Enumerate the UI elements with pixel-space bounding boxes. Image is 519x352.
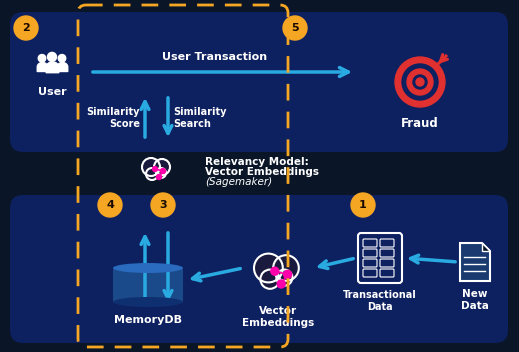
Text: 2: 2: [22, 23, 30, 33]
Circle shape: [283, 16, 307, 40]
Circle shape: [277, 270, 292, 285]
Text: Similarity
Score: Similarity Score: [87, 107, 140, 129]
FancyBboxPatch shape: [358, 233, 402, 283]
Text: 4: 4: [106, 200, 114, 210]
Circle shape: [277, 280, 285, 288]
Circle shape: [156, 168, 166, 178]
FancyBboxPatch shape: [10, 12, 508, 152]
Circle shape: [151, 193, 175, 217]
FancyBboxPatch shape: [113, 268, 183, 303]
Text: (Sagemaker): (Sagemaker): [205, 177, 272, 187]
Circle shape: [48, 52, 57, 61]
Text: MemoryDB: MemoryDB: [114, 315, 182, 325]
Circle shape: [14, 16, 38, 40]
Text: Relevancy Model:: Relevancy Model:: [205, 157, 309, 167]
Circle shape: [146, 168, 158, 180]
Circle shape: [157, 175, 161, 180]
Circle shape: [351, 193, 375, 217]
Polygon shape: [460, 243, 490, 281]
Circle shape: [154, 159, 170, 175]
Circle shape: [402, 64, 438, 100]
Polygon shape: [482, 243, 490, 251]
Circle shape: [271, 267, 279, 275]
Ellipse shape: [113, 263, 183, 273]
Circle shape: [160, 169, 166, 174]
Circle shape: [413, 75, 427, 89]
Text: Vector Embeddings: Vector Embeddings: [205, 167, 319, 177]
Circle shape: [153, 166, 157, 171]
Circle shape: [142, 158, 160, 176]
Text: Transactional
Data: Transactional Data: [343, 290, 417, 312]
Circle shape: [98, 193, 122, 217]
Circle shape: [283, 270, 292, 278]
Circle shape: [407, 69, 433, 95]
Circle shape: [254, 253, 283, 282]
Text: Fraud: Fraud: [401, 117, 439, 130]
Circle shape: [416, 78, 424, 86]
Text: 1: 1: [359, 200, 367, 210]
Text: 5: 5: [291, 23, 299, 33]
Circle shape: [58, 55, 66, 62]
Circle shape: [395, 57, 445, 107]
Circle shape: [261, 270, 280, 289]
Text: Similarity
Search: Similarity Search: [173, 107, 226, 129]
Ellipse shape: [113, 297, 183, 307]
Text: 3: 3: [159, 200, 167, 210]
Text: User: User: [38, 87, 66, 97]
Text: New
Data: New Data: [461, 289, 489, 310]
FancyBboxPatch shape: [10, 195, 508, 343]
Circle shape: [273, 255, 299, 281]
Text: Vector
Embeddings: Vector Embeddings: [242, 306, 314, 328]
Text: User Transaction: User Transaction: [162, 52, 268, 62]
Circle shape: [38, 55, 46, 62]
